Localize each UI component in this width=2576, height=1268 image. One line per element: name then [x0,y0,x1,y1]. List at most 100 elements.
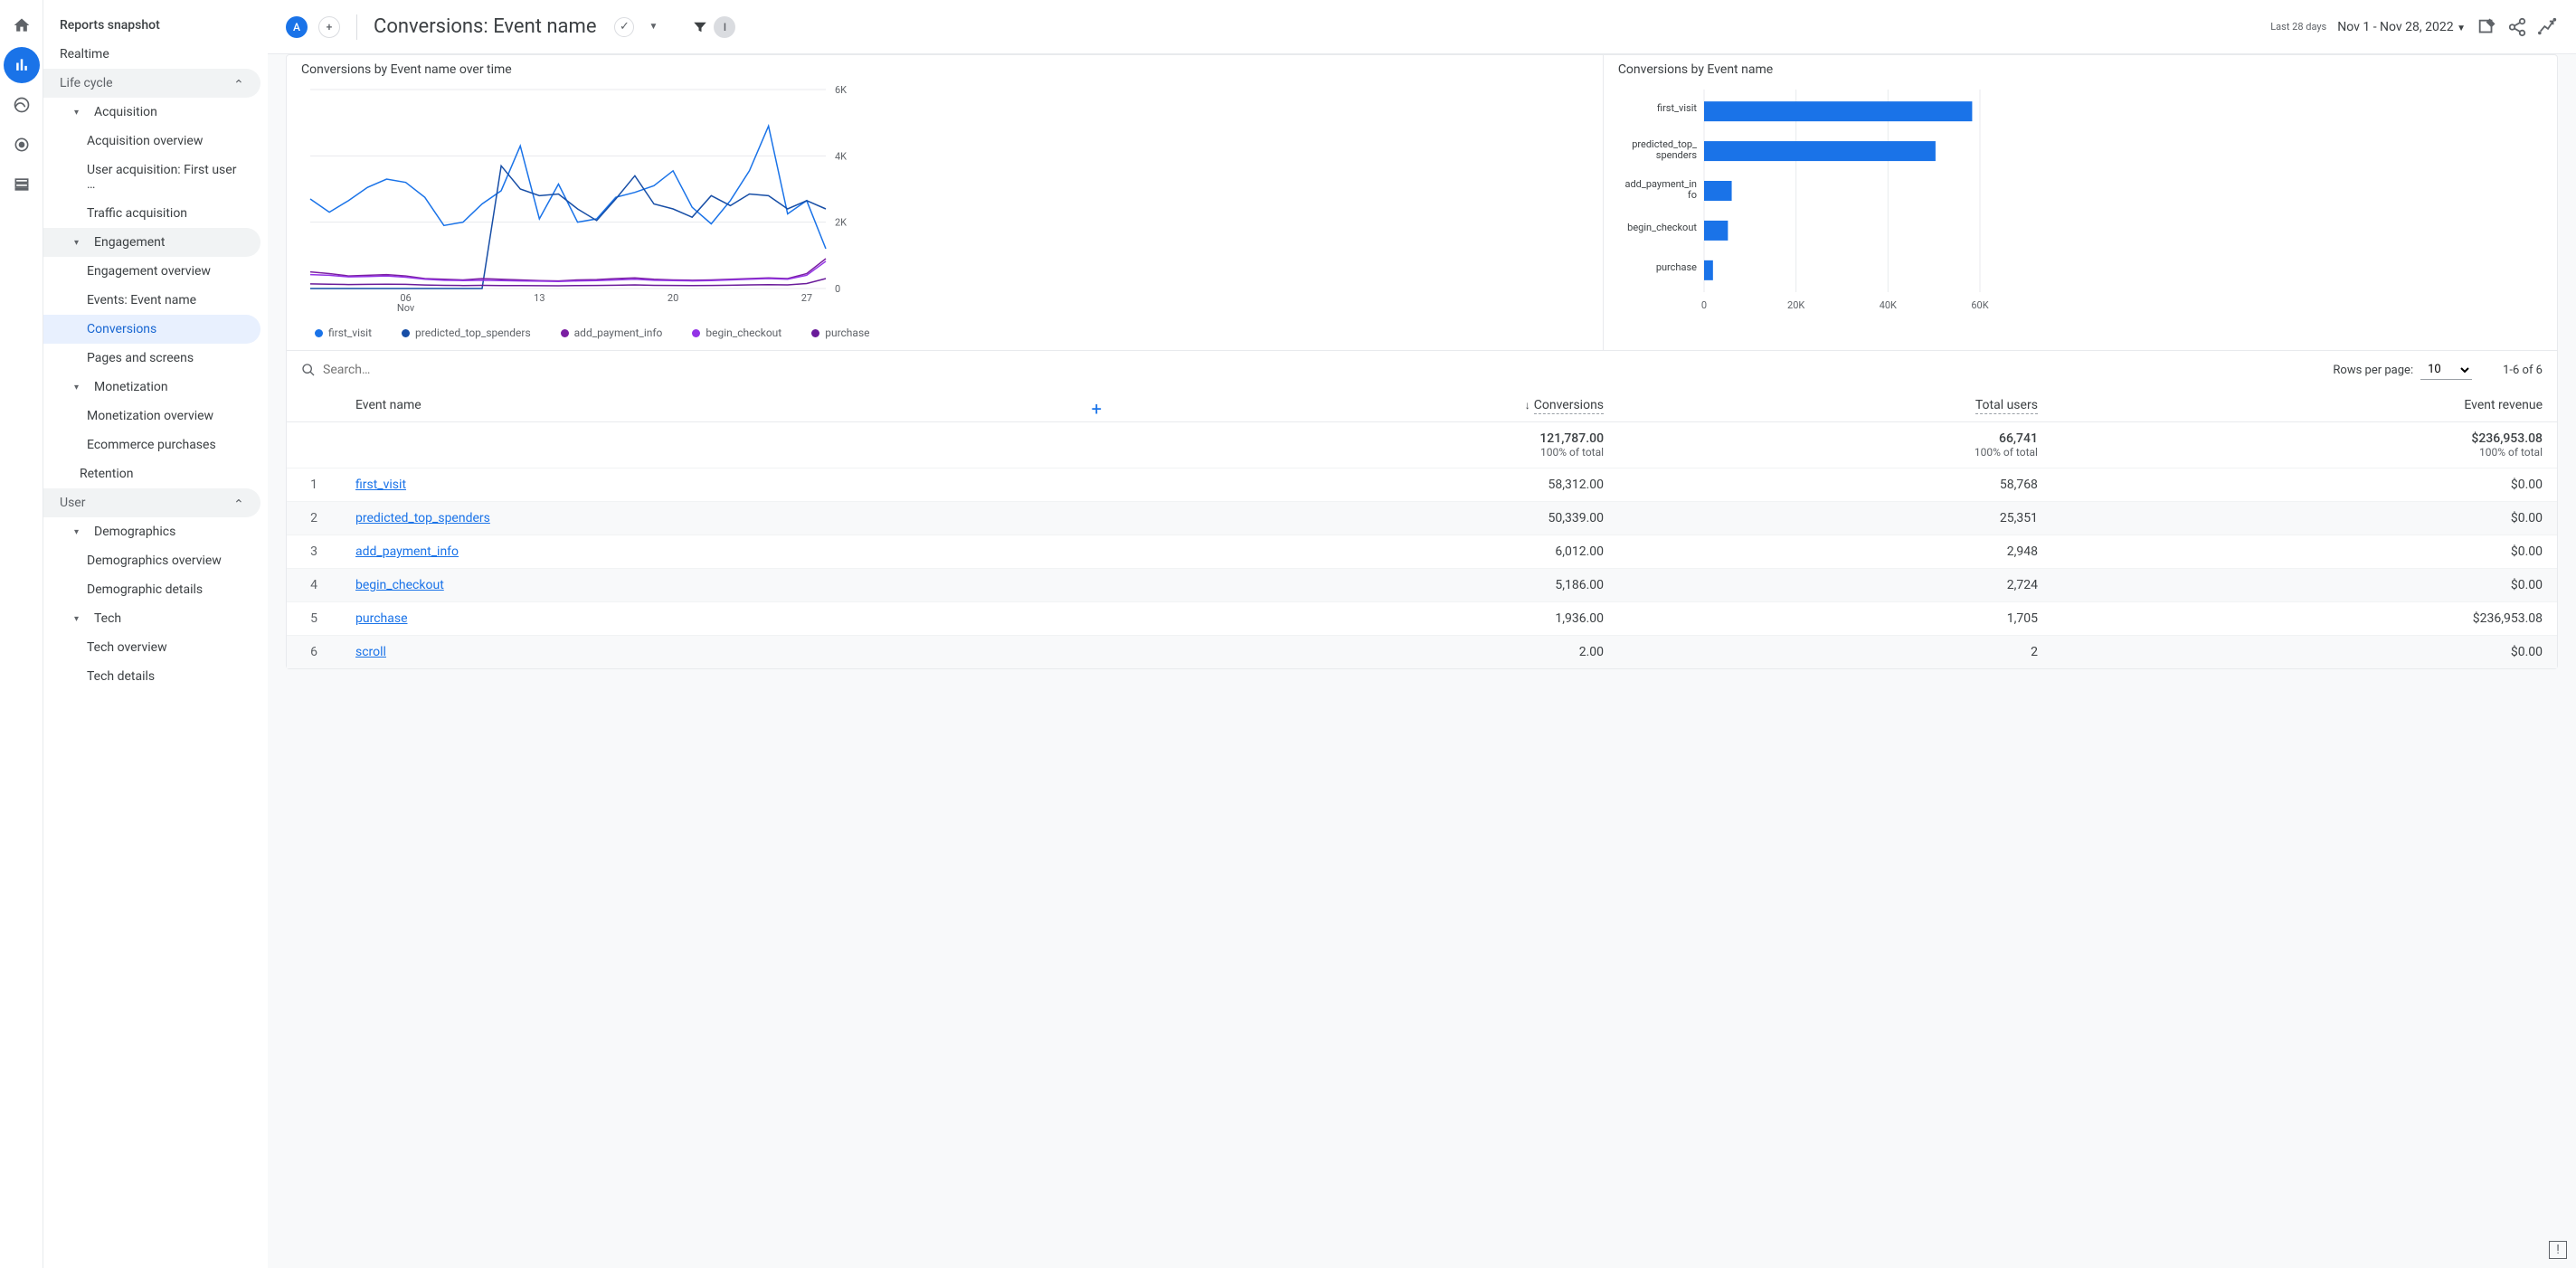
nav-life-cycle[interactable]: Life cycle⌄ [43,69,260,98]
nav-pages-screens[interactable]: Pages and screens [43,344,260,373]
nav-traffic-acquisition[interactable]: Traffic acquisition [43,199,260,228]
nav-section-label: Life cycle [60,76,113,90]
nav-tech[interactable]: ▾ Tech [43,604,260,633]
search-box[interactable] [301,363,504,377]
legend-item[interactable]: purchase [798,326,869,339]
nav-tech-details[interactable]: Tech details [43,662,260,691]
event-link[interactable]: add_payment_info [355,544,459,559]
reports-icon[interactable] [4,47,40,83]
nav-demographics-overview[interactable]: Demographics overview [43,546,260,575]
row-revenue: $0.00 [2052,636,2557,669]
total-conversions-sub: 100% of total [1125,446,1604,459]
rows-per-page-select[interactable]: 10 [2420,360,2472,380]
event-link[interactable]: purchase [355,611,408,626]
col-conversions[interactable]: ↓Conversions [1111,389,1618,422]
chevron-up-icon: ⌄ [233,496,244,510]
nav-reports-snapshot[interactable]: Reports snapshot [43,11,260,40]
nav-acquisition-overview[interactable]: Acquisition overview [43,127,260,156]
line-chart-panel: Conversions by Event name over time 02K4… [287,55,1604,350]
feedback-icon[interactable]: ! [2549,1241,2567,1259]
info-chip[interactable]: I [714,16,735,38]
nav-label: Tech [94,611,121,626]
col-label: Total users [1975,398,2038,414]
legend-item[interactable]: add_payment_info [547,326,663,339]
date-range-picker[interactable]: Nov 1 - Nov 28, 2022 ▼ [2337,20,2466,34]
table-row: 3 add_payment_info 6,012.00 2,948 $0.00 [287,535,2557,569]
total-revenue-sub: 100% of total [2067,446,2543,459]
caret-icon: ▾ [74,614,89,624]
rows-per-page-label: Rows per page: [2333,364,2413,377]
nav-user-acquisition[interactable]: User acquisition: First user … [43,156,260,199]
row-revenue: $236,953.08 [2052,602,2557,636]
row-index: 6 [287,636,341,669]
nav-demographics[interactable]: ▾Demographics [43,517,260,546]
total-revenue: $236,953.08 [2471,431,2543,446]
svg-text:4K: 4K [835,150,847,162]
data-table: Event name + ↓Conversions Total users Eve… [287,389,2557,668]
search-input[interactable] [323,363,504,377]
event-link[interactable]: begin_checkout [355,578,444,592]
configure-icon[interactable] [4,166,40,203]
col-event-name[interactable]: Event name + [341,389,1111,422]
event-link[interactable]: scroll [355,645,386,659]
row-index: 4 [287,569,341,602]
search-icon [301,363,316,377]
col-event-revenue[interactable]: Event revenue [2052,389,2557,422]
total-users-sub: 100% of total [1633,446,2038,459]
share-icon[interactable] [2507,17,2527,37]
nav-retention[interactable]: Retention [43,459,260,488]
sort-desc-icon: ↓ [1525,399,1530,412]
legend-item[interactable]: begin_checkout [678,326,781,339]
svg-text:purchase: purchase [1656,261,1697,273]
row-event-name: begin_checkout [341,569,1111,602]
row-conversions: 1,936.00 [1111,602,1618,636]
nav-conversions[interactable]: Conversions [43,315,260,344]
row-event-name: purchase [341,602,1111,636]
nav-events[interactable]: Events: Event name [43,286,260,315]
insights-icon[interactable] [2538,17,2558,37]
col-label: Event name [355,398,421,412]
event-link[interactable]: predicted_top_spenders [355,511,490,525]
nav-user-section[interactable]: User ⌄ [43,488,260,517]
add-comparison-button[interactable]: + [318,16,340,38]
svg-text:20K: 20K [1787,299,1804,311]
nav-realtime[interactable]: Realtime [43,40,260,69]
legend-item[interactable]: predicted_top_spenders [388,326,531,339]
row-conversions: 58,312.00 [1111,468,1618,502]
nav-monetization[interactable]: ▾Monetization [43,373,260,402]
verified-icon[interactable]: ✓ [614,17,634,37]
row-conversions: 6,012.00 [1111,535,1618,569]
nav-monetization-overview[interactable]: Monetization overview [43,402,260,431]
advertising-icon[interactable] [4,127,40,163]
home-icon[interactable] [4,7,40,43]
row-revenue: $0.00 [2052,535,2557,569]
title-dropdown-icon[interactable]: ▼ [649,22,658,32]
add-dimension-icon[interactable]: + [1092,398,1102,420]
nav-section-label: User [60,496,85,510]
nav-tech-overview[interactable]: Tech overview [43,633,260,662]
svg-text:20: 20 [668,292,678,304]
line-chart-legend: first_visit predicted_top_spenders add_pay… [301,326,1588,339]
row-users: 2,948 [1618,535,2052,569]
line-chart-title: Conversions by Event name over time [301,62,1588,77]
row-index: 3 [287,535,341,569]
event-link[interactable]: first_visit [355,478,406,492]
explore-icon[interactable] [4,87,40,123]
svg-text:0: 0 [835,283,840,295]
audience-chip[interactable]: A [286,16,308,38]
filter-icon[interactable] [692,19,708,35]
row-event-name: scroll [341,636,1111,669]
legend-item[interactable]: first_visit [301,326,372,339]
nav-engagement-overview[interactable]: Engagement overview [43,257,260,286]
col-label: Event revenue [2464,398,2543,412]
svg-text:first_visit: first_visit [1657,102,1697,114]
nav-acquisition[interactable]: ▾Acquisition [43,98,260,127]
nav-engagement[interactable]: ▾Engagement [43,228,260,257]
customize-icon[interactable] [2477,17,2496,37]
col-total-users[interactable]: Total users [1618,389,2052,422]
nav-ecommerce[interactable]: Ecommerce purchases [43,431,260,459]
svg-text:begin_checkout: begin_checkout [1627,222,1697,233]
nav-demographic-details[interactable]: Demographic details [43,575,260,604]
nav-label: Demographics [94,525,175,539]
svg-text:6K: 6K [835,84,847,96]
